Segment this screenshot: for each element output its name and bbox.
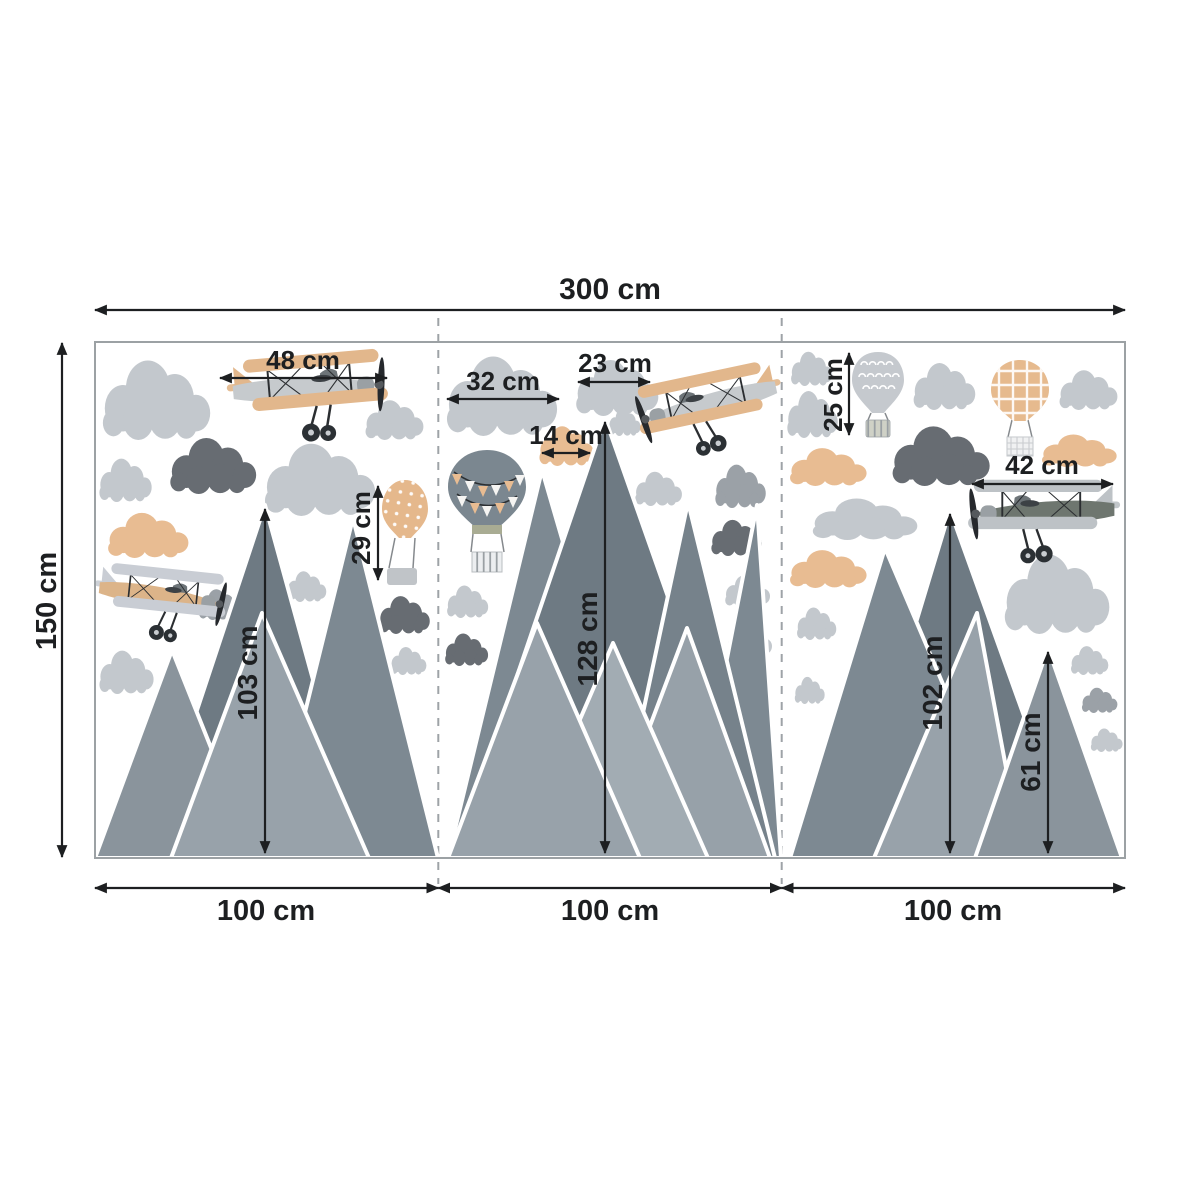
dotted-balloon-label: 29 cm: [346, 491, 376, 565]
mountain-128-label: 128 cm: [572, 592, 603, 687]
swirl-balloon-label: 25 cm: [818, 358, 848, 432]
balloon-basket: [472, 552, 502, 572]
cloud: [812, 498, 918, 540]
cloud: [1081, 687, 1118, 713]
cloud: [1004, 554, 1110, 634]
total-width-label: 300 cm: [559, 273, 661, 306]
decal-panel-border: [94, 341, 1126, 859]
cloud: [913, 363, 976, 410]
cloud: [1071, 646, 1109, 675]
mountain-61-label: 61 cm: [1015, 712, 1046, 791]
hot-air-balloon-bunting: [448, 450, 526, 573]
medium-cloud-label: 23 cm: [578, 348, 652, 378]
cloud: [390, 647, 427, 675]
total-height-label: 150 cm: [31, 552, 63, 650]
cloud: [447, 585, 489, 618]
total-height-dimension: 150 cm: [31, 341, 68, 859]
balloon-basket: [866, 420, 890, 437]
mountain-102-label: 102 cm: [917, 636, 948, 731]
hot-air-balloon-dotted: [382, 480, 428, 585]
panel1-width-label: 100 cm: [217, 895, 315, 927]
cloud: [892, 426, 990, 486]
panel-width-dimensions: 100 cm 100 cm 100 cm: [93, 882, 1127, 927]
gray-biplane-label: 42 cm: [1005, 450, 1079, 480]
hot-air-balloon-swirl: [852, 352, 904, 438]
biplane-gray-right: [966, 478, 1122, 565]
large-cloud-label: 32 cm: [466, 366, 540, 396]
cloud: [1090, 728, 1123, 752]
cloud: [99, 650, 154, 694]
cloud: [365, 400, 424, 440]
cloud: [794, 676, 825, 704]
cloud: [1059, 370, 1118, 410]
balloon-basket: [387, 568, 417, 585]
biplane-silver-left: [88, 560, 231, 649]
cloud: [99, 458, 152, 502]
cloud: [170, 438, 257, 494]
cloud: [445, 633, 489, 666]
cloud: [797, 607, 837, 640]
cloud: [715, 464, 766, 508]
cloud: [108, 512, 189, 558]
dimension-annotations: 300 cm 150 cm 100 cm 100 cm 100 cm 48 cm…: [31, 273, 1127, 927]
cloud: [379, 596, 430, 634]
small-cloud-label: 14 cm: [529, 420, 603, 450]
cloud: [102, 360, 211, 440]
hot-air-balloon-plaid: [991, 360, 1049, 457]
balloon-basket: [1007, 437, 1033, 456]
total-width-dimension: 300 cm: [93, 273, 1127, 316]
cloud: [790, 550, 867, 588]
cloud: [635, 471, 682, 506]
panel2-width-label: 100 cm: [561, 895, 659, 927]
biplane-tan-middle: [629, 356, 794, 469]
cloud: [287, 571, 327, 602]
mountain-103-label: 103 cm: [232, 626, 263, 721]
object-dimensions: 48 cm 32 cm 23 cm 14 cm 29 cm 25 cm 42 c…: [218, 345, 1115, 855]
tan-biplane-label: 48 cm: [266, 345, 340, 375]
cloud: [790, 448, 867, 486]
panel3-width-label: 100 cm: [904, 895, 1002, 927]
balloon-swirls: [858, 361, 900, 390]
